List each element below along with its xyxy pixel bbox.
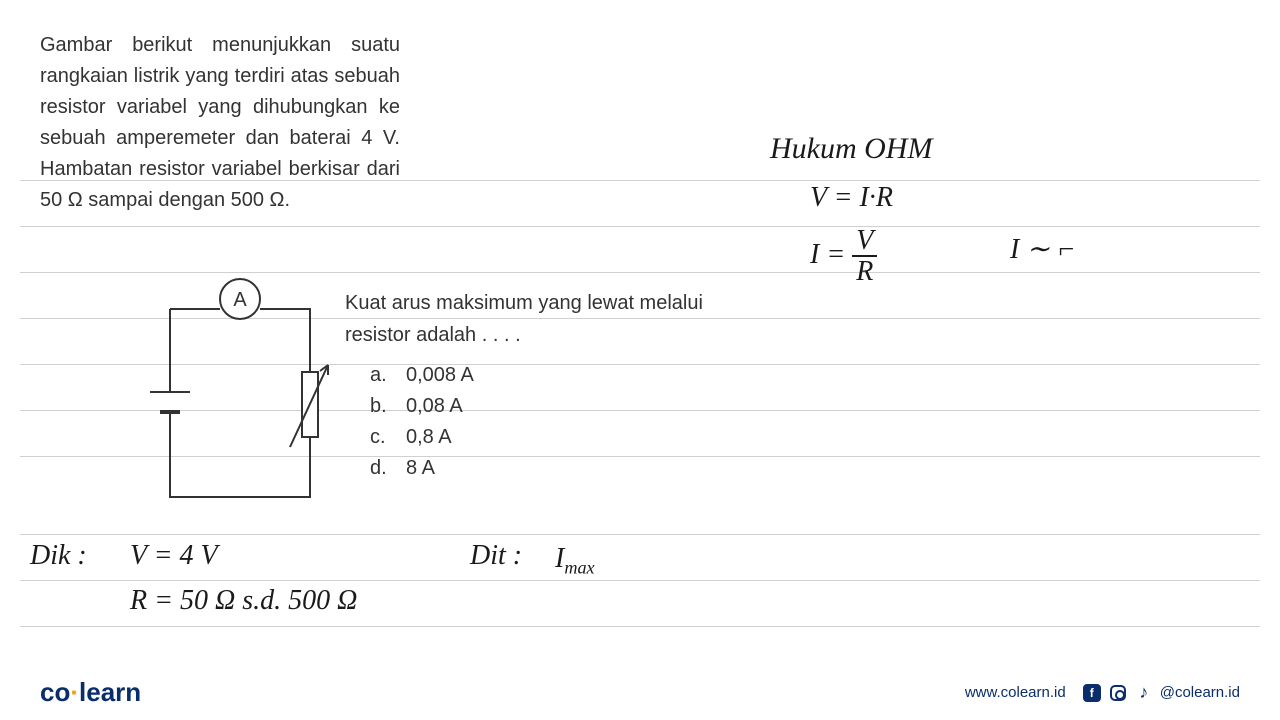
social-icons: f ♪ @colearn.id <box>1082 683 1240 703</box>
option-letter: c. <box>370 422 406 453</box>
hw-ohms-law-v: V = I·R <box>810 182 893 214</box>
option-value: 0,08 A <box>406 391 463 422</box>
hw-title: Hukum OHM <box>770 132 932 166</box>
hw-dit-value: Imax <box>555 543 595 579</box>
logo-co: co <box>40 677 70 707</box>
footer-url: www.colearn.id <box>965 684 1066 701</box>
logo: co·learn <box>40 677 141 708</box>
option-letter: a. <box>370 360 406 391</box>
option-letter: d. <box>370 453 406 484</box>
instagram-icon <box>1108 683 1128 703</box>
option-row: b.0,08 A <box>370 391 474 422</box>
hw-dik-resistance: R = 50 Ω s.d. 500 Ω <box>130 585 357 617</box>
option-value: 0,8 A <box>406 422 452 453</box>
facebook-icon: f <box>1082 683 1102 703</box>
circuit-diagram: A <box>110 277 330 507</box>
problem-text: Gambar berikut menunjukkan suatu rangkai… <box>40 30 400 216</box>
option-row: a.0,008 A <box>370 360 474 391</box>
ammeter-label: A <box>233 289 247 311</box>
option-row: d.8 A <box>370 453 474 484</box>
footer-handle: @colearn.id <box>1160 684 1240 701</box>
option-value: 0,008 A <box>406 360 474 391</box>
option-value: 8 A <box>406 453 435 484</box>
footer: co·learn www.colearn.id f ♪ @colearn.id <box>0 665 1280 720</box>
hw-dik-label: Dik : <box>30 540 87 572</box>
logo-learn: learn <box>79 677 141 707</box>
hw-dit-label: Dit : <box>470 540 522 572</box>
prompt-text: Kuat arus maksimum yang lewat melalui re… <box>345 287 715 351</box>
tiktok-icon: ♪ <box>1134 683 1154 703</box>
hw-dik-voltage: V = 4 V <box>130 540 218 572</box>
option-letter: b. <box>370 391 406 422</box>
options-list: a.0,008 Ab.0,08 Ac.0,8 Ad.8 A <box>370 360 474 484</box>
hw-proportional: I ∼ ⌐ <box>1010 232 1076 266</box>
option-row: c.0,8 A <box>370 422 474 453</box>
logo-dot: · <box>70 677 79 707</box>
hw-ohms-law-i: I = V R <box>810 226 877 287</box>
